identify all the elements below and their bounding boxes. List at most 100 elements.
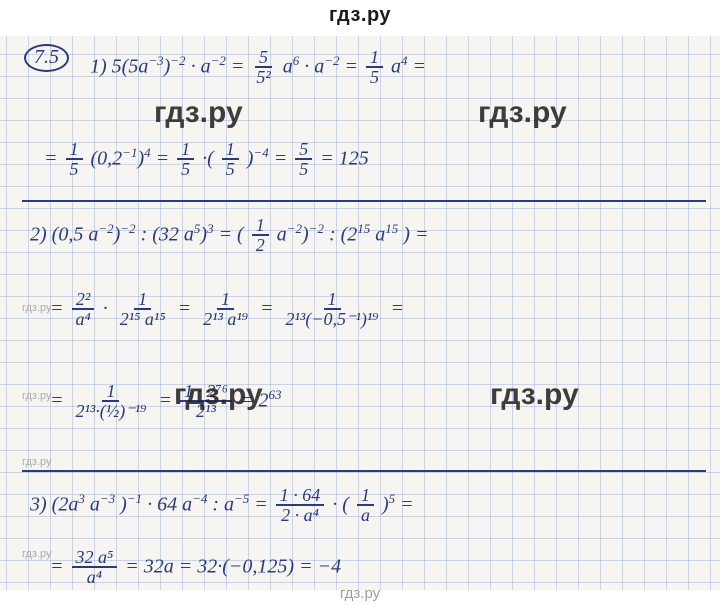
num: 5 xyxy=(255,48,272,68)
num: 1 xyxy=(217,290,234,310)
t: a xyxy=(277,223,287,245)
e: −5 xyxy=(234,491,249,506)
e: −2 xyxy=(324,53,339,68)
watermark-big: гдз.ру xyxy=(174,378,263,412)
work-line: 3) (2a3 a−3 )−1 · 64 a−4 : a−5 = 1 · 642… xyxy=(30,486,414,526)
e: −2 xyxy=(120,221,135,236)
fraction: 15 xyxy=(177,140,194,180)
t: · a xyxy=(191,55,211,77)
fraction: 12¹³ a¹⁹ xyxy=(199,290,252,330)
header-brand: гдз.ру xyxy=(329,4,391,26)
t: 1) 5(5a xyxy=(90,55,148,77)
fraction: 15 xyxy=(366,48,383,88)
num: 1 xyxy=(66,140,83,160)
work-line: = 15 (0,2−1)4 = 15 ·( 15 )−4 = 55 = 125 xyxy=(44,140,369,180)
t: = xyxy=(156,147,175,169)
num: 5 xyxy=(295,140,312,160)
t: : a xyxy=(212,493,234,515)
num: 1 xyxy=(357,486,374,506)
t: = xyxy=(260,297,279,319)
num: 1 xyxy=(177,140,194,160)
t: · a xyxy=(304,55,324,77)
e: 5 xyxy=(389,491,396,506)
t: a xyxy=(375,223,385,245)
t: ·( xyxy=(202,147,214,169)
e: 15 xyxy=(385,221,398,236)
den: 5 xyxy=(222,160,239,180)
den: 5² xyxy=(252,68,274,88)
e: −3 xyxy=(148,53,163,68)
t: a xyxy=(283,55,293,77)
e: −2 xyxy=(309,221,324,236)
t: = ( xyxy=(219,223,244,245)
den: 5 xyxy=(295,160,312,180)
num: 1 xyxy=(134,290,151,310)
watermark-small: гдз.ру xyxy=(22,390,52,402)
t: = xyxy=(400,493,414,515)
t: = xyxy=(50,389,69,411)
fraction: 12¹³(−0,5⁻¹)¹⁹ xyxy=(282,290,383,330)
footer-brand: гдз.ру xyxy=(340,585,380,602)
e: −2 xyxy=(287,221,302,236)
fraction: 12¹⁵ a¹⁵ xyxy=(116,290,170,330)
t: · xyxy=(103,297,113,319)
den: 2¹³(−0,5⁻¹)¹⁹ xyxy=(282,310,383,330)
e: −1 xyxy=(122,145,137,160)
work-line: = 32 a⁵a⁴ = 32a = 32·(−0,125) = −4 xyxy=(50,548,341,588)
den: 5 xyxy=(66,160,83,180)
t: = xyxy=(231,55,250,77)
num: 2² xyxy=(72,290,94,310)
e: 4 xyxy=(144,145,151,160)
work-line: = 2²a⁴ · 12¹⁵ a¹⁵ = 12¹³ a¹⁹ = 12¹³(−0,5… xyxy=(50,290,404,330)
den: 5 xyxy=(366,68,383,88)
e: −4 xyxy=(253,145,268,160)
den: 5 xyxy=(177,160,194,180)
problem-number: 7.5 xyxy=(24,44,69,72)
t: = 125 xyxy=(320,147,369,169)
fraction: 55 xyxy=(295,140,312,180)
fraction: 15 xyxy=(66,140,83,180)
e: 63 xyxy=(268,387,281,402)
den: 2 · a⁴ xyxy=(277,506,323,526)
site-header: гдз.ру xyxy=(0,0,720,36)
t: 2) (0,5 a xyxy=(30,223,98,245)
num: 1 xyxy=(252,216,269,236)
fraction: 15 xyxy=(222,140,239,180)
num: 32 a⁵ xyxy=(72,548,118,568)
t: = xyxy=(254,493,273,515)
den: 2¹³ a¹⁹ xyxy=(199,310,252,330)
e: −3 xyxy=(100,491,115,506)
den: 2¹³·(½)⁻¹⁹ xyxy=(72,402,151,422)
t: a xyxy=(391,55,401,77)
num: 1 xyxy=(222,140,239,160)
fraction: 55² xyxy=(252,48,274,88)
t: (0,2 xyxy=(91,147,123,169)
den: 2¹⁵ a¹⁵ xyxy=(116,310,170,330)
fraction: 1a xyxy=(357,486,374,526)
t: = xyxy=(274,147,293,169)
den: a xyxy=(357,506,374,526)
fraction: 2²a⁴ xyxy=(72,290,95,330)
fraction: 1 · 642 · a⁴ xyxy=(276,486,325,526)
t: · ( xyxy=(332,493,349,515)
separator-line xyxy=(22,470,706,472)
e: −2 xyxy=(98,221,113,236)
fraction: 32 a⁵a⁴ xyxy=(72,548,118,588)
t: ) xyxy=(302,223,309,245)
watermark-big: гдз.ру xyxy=(478,96,567,130)
t: ) xyxy=(120,493,127,515)
t: 3) (2a xyxy=(30,493,78,515)
t: = xyxy=(345,55,364,77)
watermark-small: гдз.ру xyxy=(22,302,52,314)
e: 15 xyxy=(357,221,370,236)
e: −4 xyxy=(192,491,207,506)
t: : (32 a xyxy=(141,223,194,245)
t: : (2 xyxy=(329,223,357,245)
e: 4 xyxy=(401,53,408,68)
t: ) = xyxy=(403,223,428,245)
e: 6 xyxy=(293,53,300,68)
separator-line xyxy=(22,200,706,202)
den: 2 xyxy=(252,236,269,256)
t: a xyxy=(90,493,100,515)
den: a⁴ xyxy=(72,310,95,330)
